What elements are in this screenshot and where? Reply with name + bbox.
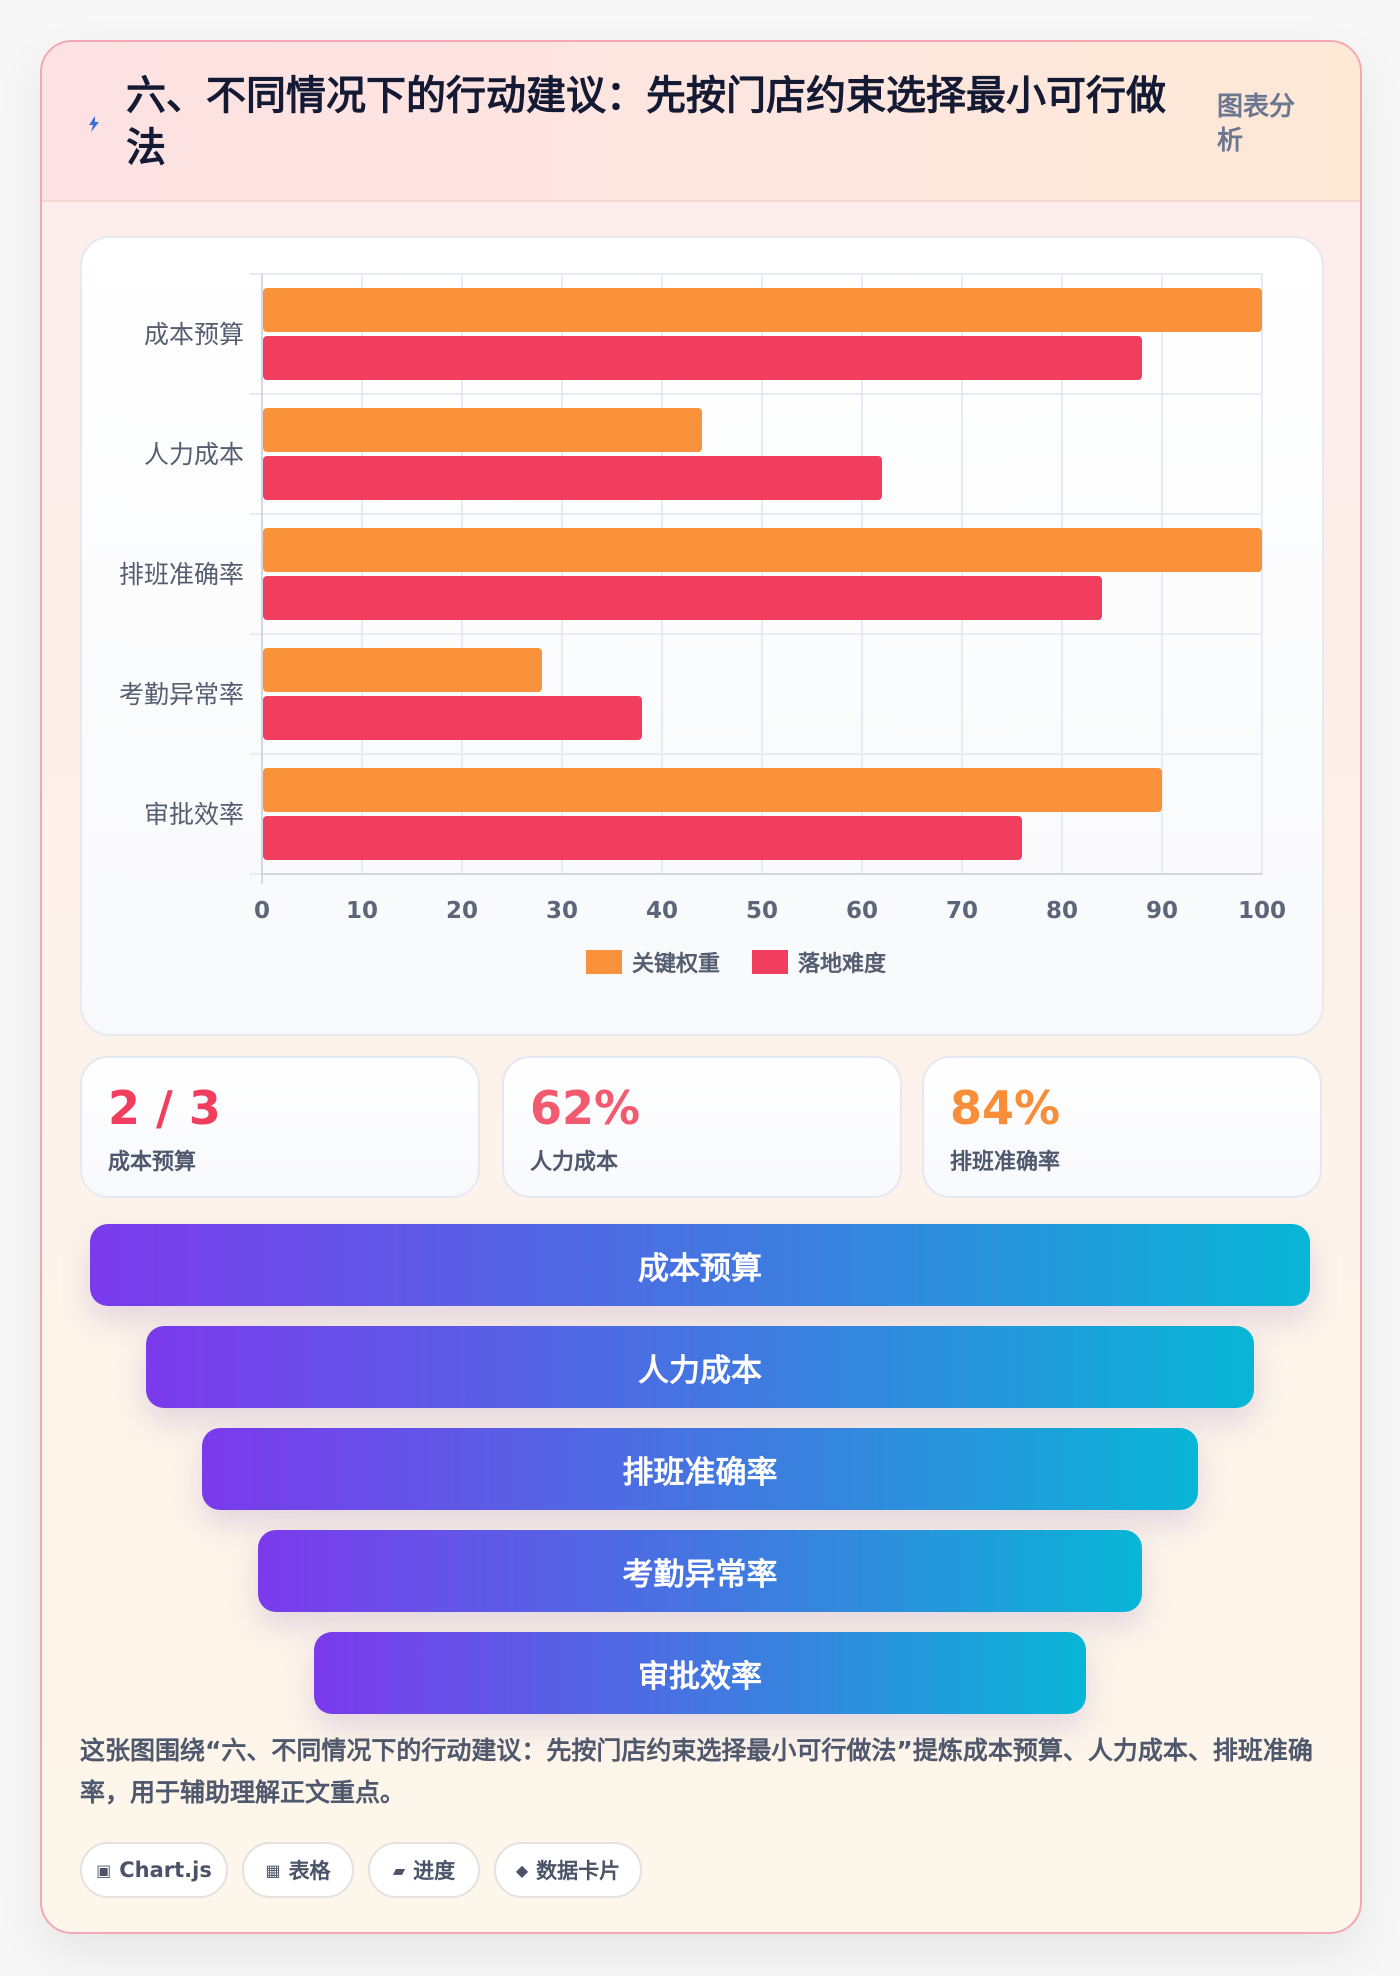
legend-swatch <box>586 950 622 974</box>
chip-data-card[interactable]: ◆ 数据卡片 <box>494 1842 642 1898</box>
page-title: 六、不同情况下的行动建议：先按门店约束选择最小可行做法 <box>126 73 1166 171</box>
bar-difficulty <box>263 696 642 740</box>
y-category-label: 排班准确率 <box>119 560 244 589</box>
bar-difficulty <box>263 576 1102 620</box>
chip-chartjs[interactable]: ▣ Chart.js <box>80 1842 228 1898</box>
x-tick-label: 70 <box>946 898 978 924</box>
bar-chart: 0 10 20 30 40 50 60 70 80 90 100 成本预算人力成本排班准确率考勤异常率… <box>119 273 1286 977</box>
kpi-value: 2 / 3 <box>108 1081 221 1135</box>
diamond-icon: ◆ <box>515 1860 529 1880</box>
x-tick-label: 20 <box>446 898 478 924</box>
bar-difficulty <box>263 456 882 500</box>
y-category-label: 审批效率 <box>144 800 244 829</box>
funnel-step-2: 人力成本 <box>146 1326 1254 1408</box>
chart-description: 这张图围绕“六、不同情况下的行动建议：先按门店约束选择最小可行做法”提炼成本预算… <box>80 1736 1313 1807</box>
legend-label: 落地难度 <box>798 951 887 977</box>
x-tick-label: 40 <box>646 898 678 924</box>
card-header: 六、不同情况下的行动建议：先按门店约束选择最小可行做法 图表分析 <box>42 42 1360 202</box>
bar-key-weight <box>263 288 1262 332</box>
chip-label: 数据卡片 <box>536 1859 621 1883</box>
bar-key-weight <box>263 528 1262 572</box>
x-tick-label: 10 <box>346 898 378 924</box>
kpi-card-1: 2 / 3 成本预算 <box>80 1056 480 1198</box>
kpi-value: 62% <box>530 1081 641 1135</box>
y-category-label: 人力成本 <box>144 440 244 469</box>
kpi-label: 排班准确率 <box>950 1150 1061 1175</box>
bar-key-weight <box>263 768 1162 812</box>
chart-analysis-tag: 图表分析 <box>1217 92 1296 156</box>
chart-icon: ▣ <box>96 1860 112 1880</box>
bar-difficulty <box>263 816 1022 860</box>
chip-table[interactable]: ▦ 表格 <box>242 1842 354 1898</box>
funnel-step-1: 成本预算 <box>90 1224 1310 1306</box>
legend-swatch <box>752 950 788 974</box>
kpi-value: 84% <box>950 1081 1061 1135</box>
kpi-card-3: 84% 排班准确率 <box>922 1056 1322 1198</box>
chip-label: Chart.js <box>119 1858 212 1882</box>
chip-label: 进度 <box>413 1859 456 1883</box>
bar-chart-panel: 0 10 20 30 40 50 60 70 80 90 100 成本预算人力成本排班准确率考勤异常率… <box>80 236 1324 1036</box>
funnel-step-3: 排班准确率 <box>202 1428 1198 1510</box>
x-tick-label: 50 <box>746 898 778 924</box>
bar-key-weight <box>263 408 702 452</box>
x-tick-label: 80 <box>1046 898 1078 924</box>
chip-label: 表格 <box>288 1859 331 1883</box>
bar-difficulty <box>263 336 1142 380</box>
lightning-icon <box>84 114 104 134</box>
progress-icon: ▰ <box>392 1860 406 1880</box>
kpi-label: 成本预算 <box>108 1150 197 1175</box>
x-tick-label: 60 <box>846 898 878 924</box>
x-tick-label: 0 <box>254 898 270 924</box>
funnel-step-5: 审批效率 <box>314 1632 1086 1714</box>
bar-key-weight <box>263 648 542 692</box>
y-category-label: 成本预算 <box>144 320 244 349</box>
table-icon: ▦ <box>265 1860 281 1880</box>
x-tick-label: 30 <box>546 898 578 924</box>
x-tick-label: 90 <box>1146 898 1178 924</box>
x-tick-label: 100 <box>1238 898 1286 924</box>
chip-progress[interactable]: ▰ 进度 <box>368 1842 480 1898</box>
kpi-label: 人力成本 <box>530 1150 619 1175</box>
kpi-card-2: 62% 人力成本 <box>502 1056 902 1198</box>
funnel-step-4: 考勤异常率 <box>258 1530 1142 1612</box>
chart-card: 六、不同情况下的行动建议：先按门店约束选择最小可行做法 图表分析 0 10 20 30… <box>40 40 1362 1934</box>
y-category-label: 考勤异常率 <box>119 680 244 709</box>
legend-label: 关键权重 <box>632 951 720 977</box>
